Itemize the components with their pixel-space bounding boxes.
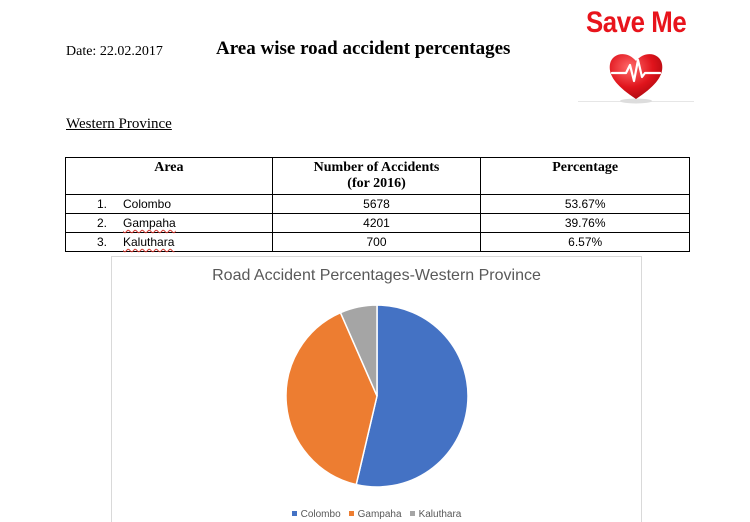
chart-legend: Colombo Gampaha Kaluthara	[112, 509, 641, 520]
header-accidents-line2: (for 2016)	[347, 176, 406, 191]
row-number: 3.	[97, 235, 108, 249]
table-row: 2. Gampaha 4201 39.76%	[65, 213, 690, 233]
header-area: Area	[65, 157, 273, 195]
header-percentage: Percentage	[480, 157, 690, 195]
legend-label: Gampaha	[357, 509, 402, 520]
count-cell: 5678	[271, 194, 482, 214]
percentage-cell: 6.57%	[480, 232, 690, 252]
count-cell: 700	[271, 232, 482, 252]
accidents-table: Area Number of Accidents (for 2016) Perc…	[65, 157, 690, 252]
pie-slice-colombo	[355, 304, 469, 488]
province-heading: Western Province	[66, 116, 172, 132]
legend-item-colombo: Colombo	[291, 509, 341, 520]
table-header-row: Area Number of Accidents (for 2016) Perc…	[65, 157, 690, 195]
pie-chart: Road Accident Percentages-Western Provin…	[111, 256, 642, 522]
percentage-cell: 39.76%	[480, 213, 690, 233]
area-cell: 1. Colombo	[65, 194, 273, 214]
area-name: Gampaha	[123, 216, 176, 230]
pie-slice-gampaha	[285, 311, 378, 486]
percentage-cell: 53.67%	[480, 194, 690, 214]
count-cell: 4201	[271, 213, 482, 233]
legend-label: Colombo	[300, 509, 341, 520]
legend-swatch	[291, 510, 297, 516]
save-me-logo: Save Me	[578, 4, 694, 104]
legend-label: Kaluthara	[418, 509, 462, 520]
logo-text: Save Me	[586, 6, 687, 39]
pie-slice-kaluthara	[339, 304, 378, 397]
chart-title: Road Accident Percentages-Western Provin…	[212, 267, 541, 284]
table-row: 3. Kaluthara 700 6.57%	[65, 232, 690, 252]
pie-chart-svg	[285, 304, 469, 488]
legend-item-gampaha: Gampaha	[348, 509, 402, 520]
heart-pulse-icon	[609, 54, 663, 104]
page-title: Area wise road accident percentages	[216, 38, 511, 59]
row-number: 1.	[97, 197, 108, 211]
legend-item-kaluthara: Kaluthara	[409, 509, 462, 520]
row-number: 2.	[97, 216, 108, 230]
date-label: Date: 22.02.2017	[66, 44, 163, 59]
legend-swatch	[409, 510, 415, 516]
legend-swatch	[348, 510, 354, 516]
area-name: Kaluthara	[123, 235, 175, 249]
header-accidents-line1: Number of Accidents	[313, 160, 440, 175]
area-name: Colombo	[123, 197, 172, 211]
area-cell: 3. Kaluthara	[65, 232, 273, 252]
area-cell: 2. Gampaha	[65, 213, 273, 233]
table-row: 1. Colombo 5678 53.67%	[65, 194, 690, 214]
header-accidents: Number of Accidents (for 2016)	[271, 157, 482, 195]
